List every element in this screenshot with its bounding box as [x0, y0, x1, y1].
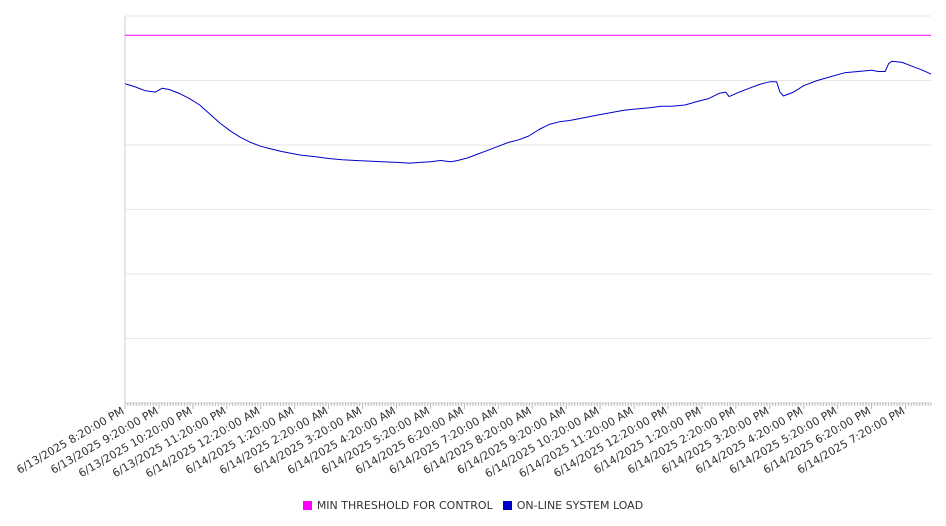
legend-swatch-system-load	[502, 501, 512, 510]
legend-item-system-load[interactable]: ON-LINE SYSTEM LOAD	[502, 499, 644, 512]
legend-label-threshold: MIN THRESHOLD FOR CONTROL	[316, 499, 493, 512]
axes	[124, 16, 932, 409]
legend-swatch-threshold	[302, 501, 312, 510]
legend-label-system-load: ON-LINE SYSTEM LOAD	[516, 499, 644, 512]
legend-item-threshold[interactable]: MIN THRESHOLD FOR CONTROL	[302, 499, 493, 512]
series-layer	[124, 34, 932, 164]
gridlines	[125, 15, 931, 339]
series-line-system-load	[124, 60, 932, 164]
legend: MIN THRESHOLD FOR CONTROL ON-LINE SYSTEM…	[0, 499, 946, 512]
x-axis-tick-labels: 6/13/2025 8:20:00 PM6/13/2025 9:20:00 PM…	[14, 404, 907, 480]
